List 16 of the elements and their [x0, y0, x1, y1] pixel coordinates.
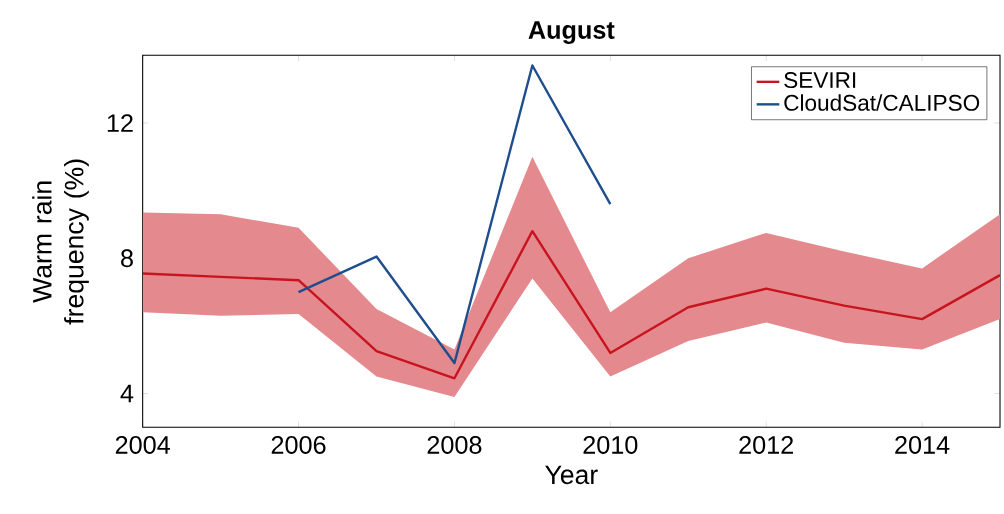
x-axis-title: Year: [545, 465, 598, 485]
line-series: [297, 64, 612, 365]
x-tick-label: 2008: [427, 436, 482, 454]
y-tick-label: 12: [107, 114, 133, 132]
legend-label: CloudSat/CALIPSO: [784, 94, 980, 111]
x-tick-label: 2010: [583, 436, 638, 454]
y-tick-label: 4: [120, 384, 134, 403]
x-tick-label: 2012: [739, 436, 793, 454]
line-series: [142, 229, 1001, 380]
x-tick-label: 2014: [895, 436, 950, 454]
legend-label: SEVIRI: [784, 72, 856, 89]
chart-title: August: [528, 21, 615, 45]
y-axis-title: Warm rain frequency (%): [32, 159, 89, 325]
x-tick-label: 2004: [115, 436, 170, 454]
x-tick-label: 2006: [271, 436, 326, 454]
y-tick-label: 8: [121, 249, 133, 268]
